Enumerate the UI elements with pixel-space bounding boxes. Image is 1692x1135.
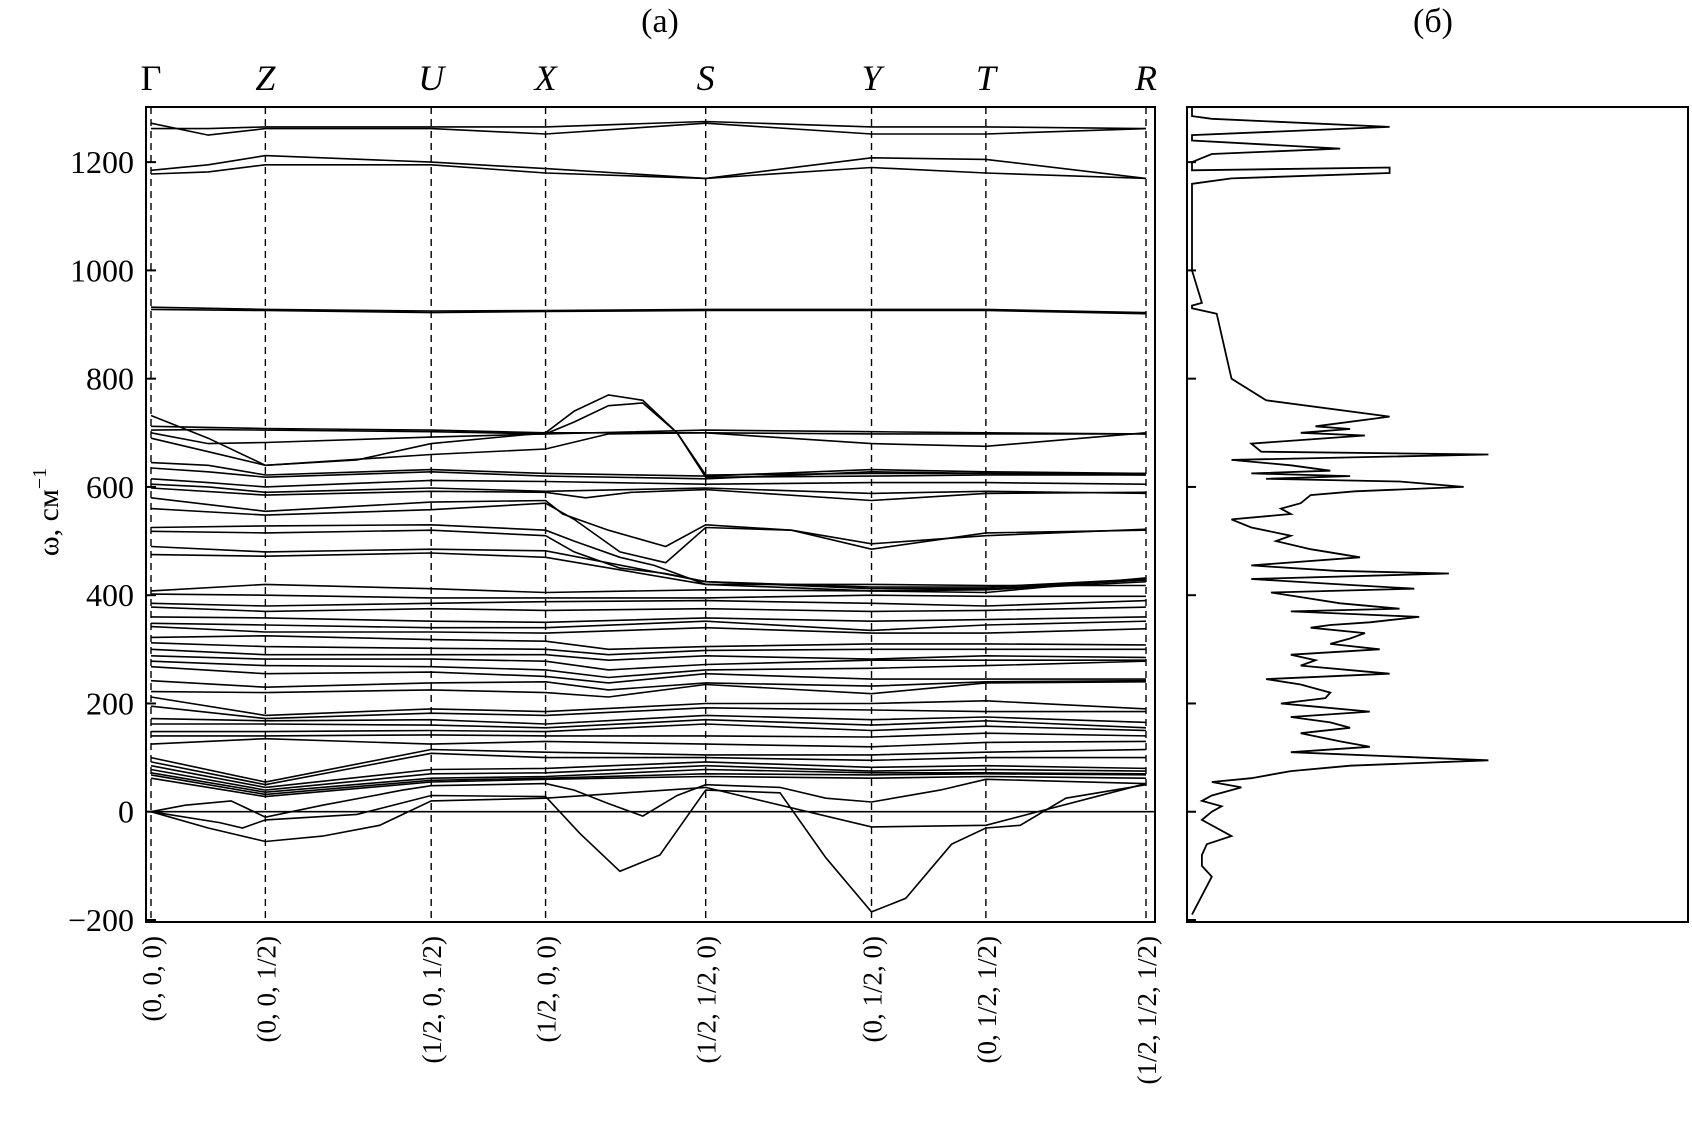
kpoint-coordinate: (0, 1/2, 0) bbox=[858, 936, 888, 1042]
panel-b-dos bbox=[1191, 108, 1489, 916]
kpoint-coordinate: (0, 0, 1/2) bbox=[251, 936, 281, 1042]
kpoint-coordinate: (1/2, 0, 0) bbox=[532, 936, 562, 1042]
kpoint-label: S bbox=[697, 58, 715, 98]
phonon-band bbox=[150, 523, 1146, 587]
phonon-band bbox=[151, 723, 1147, 733]
phonon-band bbox=[150, 414, 1147, 467]
phonon-band bbox=[150, 625, 1147, 634]
y-tick-label: 0 bbox=[118, 794, 134, 830]
y-tick-label: −200 bbox=[68, 902, 134, 938]
phonon-band bbox=[150, 679, 1147, 691]
kpoint-label: T bbox=[976, 58, 999, 98]
phonon-band bbox=[150, 429, 1147, 445]
phonon-band bbox=[150, 778, 1147, 818]
phonon-band bbox=[150, 306, 1147, 314]
kpoint-coordinate: (1/2, 1/2, 0) bbox=[692, 936, 722, 1064]
phonon-band bbox=[150, 761, 1147, 789]
y-tick-label: 1200 bbox=[70, 144, 134, 180]
phonon-band bbox=[150, 772, 1147, 796]
dos-curve bbox=[1191, 108, 1489, 916]
phonon-band bbox=[150, 497, 1147, 548]
phonon-band bbox=[150, 681, 1147, 698]
y-tick-label: 600 bbox=[86, 469, 134, 505]
kpoint-label: Z bbox=[255, 58, 276, 98]
kpoint-label: Γ bbox=[141, 58, 162, 98]
phonon-band bbox=[151, 718, 1147, 729]
phonon-band bbox=[150, 768, 1147, 794]
panel-a-label: (a) bbox=[641, 3, 679, 40]
kpoint-label: Y bbox=[862, 58, 886, 98]
kpoint-label: X bbox=[533, 58, 559, 98]
panel-a-y-axis-label: ω, см−1 bbox=[29, 468, 65, 556]
phonon-band bbox=[150, 545, 1147, 590]
phonon-band bbox=[150, 599, 1147, 607]
phonon-band bbox=[150, 552, 1147, 592]
panel-b-frame bbox=[1186, 106, 1689, 923]
panel-b-y-ticks bbox=[1187, 161, 1196, 921]
phonon-band bbox=[150, 714, 1147, 725]
y-tick-label: 200 bbox=[86, 685, 134, 721]
phonon-band bbox=[150, 620, 1147, 632]
panel-a-bands bbox=[150, 120, 1147, 913]
phonon-band bbox=[150, 154, 1147, 180]
phonon-band bbox=[150, 164, 1147, 180]
y-axis-label-exponent: −1 bbox=[29, 468, 51, 489]
kpoint-label: R bbox=[1134, 58, 1157, 98]
phonon-band bbox=[150, 431, 1146, 467]
phonon-band bbox=[151, 732, 1147, 738]
phonon-band bbox=[150, 642, 1146, 656]
phonon-band bbox=[150, 775, 1147, 798]
kpoint-coordinate: (1/2, 0, 1/2) bbox=[417, 936, 447, 1064]
phonon-band bbox=[150, 737, 1147, 748]
phonon-band bbox=[150, 467, 1147, 480]
phonon-band bbox=[150, 660, 1147, 679]
panel-a-kpoints: Γ (0, 0, 0) Z (0, 0, 1/2) U (1/2, 0, 1/2) X (1/… bbox=[137, 58, 1162, 1085]
phonon-band bbox=[150, 748, 1147, 783]
panel-b-label: (б) bbox=[1413, 3, 1453, 40]
y-tick-label: 400 bbox=[86, 577, 134, 613]
phonon-band bbox=[150, 394, 1146, 476]
phonon-band bbox=[150, 705, 1146, 720]
y-axis-label-text: ω, см bbox=[32, 489, 65, 556]
phonon-band bbox=[150, 616, 1147, 624]
phonon-band bbox=[150, 648, 1147, 662]
kpoint-coordinate: (1/2, 1/2, 1/2) bbox=[1132, 936, 1162, 1085]
phonon-band bbox=[150, 402, 1146, 479]
kpoint-label: U bbox=[418, 58, 446, 98]
phonon-band bbox=[150, 461, 1147, 477]
phonon-band bbox=[150, 764, 1147, 791]
phonon-band bbox=[150, 483, 1147, 495]
kpoint-coordinate: (0, 1/2, 1/2) bbox=[972, 936, 1002, 1064]
phonon-band bbox=[150, 606, 1147, 613]
phonon-band bbox=[150, 696, 1147, 717]
phonon-band bbox=[150, 783, 1147, 913]
phonon-band bbox=[150, 634, 1147, 651]
phonon-band bbox=[151, 120, 1147, 130]
panel-a-frame bbox=[145, 106, 1156, 923]
phonon-band bbox=[150, 502, 1147, 564]
phonon-band bbox=[150, 487, 1147, 502]
phonon-band bbox=[150, 782, 1147, 843]
phonon-band bbox=[150, 593, 1146, 599]
phonon-band bbox=[150, 478, 1147, 488]
phonon-band bbox=[150, 122, 1147, 136]
phonon-band bbox=[150, 655, 1146, 671]
phonon-band bbox=[150, 665, 1146, 684]
phonon-band bbox=[150, 308, 1147, 315]
phonon-band bbox=[150, 529, 1147, 588]
kpoint-coordinate: (0, 0, 0) bbox=[137, 936, 167, 1021]
phonon-band bbox=[150, 577, 1147, 594]
phonon-band bbox=[150, 752, 1146, 786]
y-tick-label: 800 bbox=[86, 361, 134, 397]
panel-a-y-ticks: −200 0 200 400 600 800 1000 1200 bbox=[68, 144, 1155, 938]
y-tick-label: 1000 bbox=[70, 252, 134, 288]
